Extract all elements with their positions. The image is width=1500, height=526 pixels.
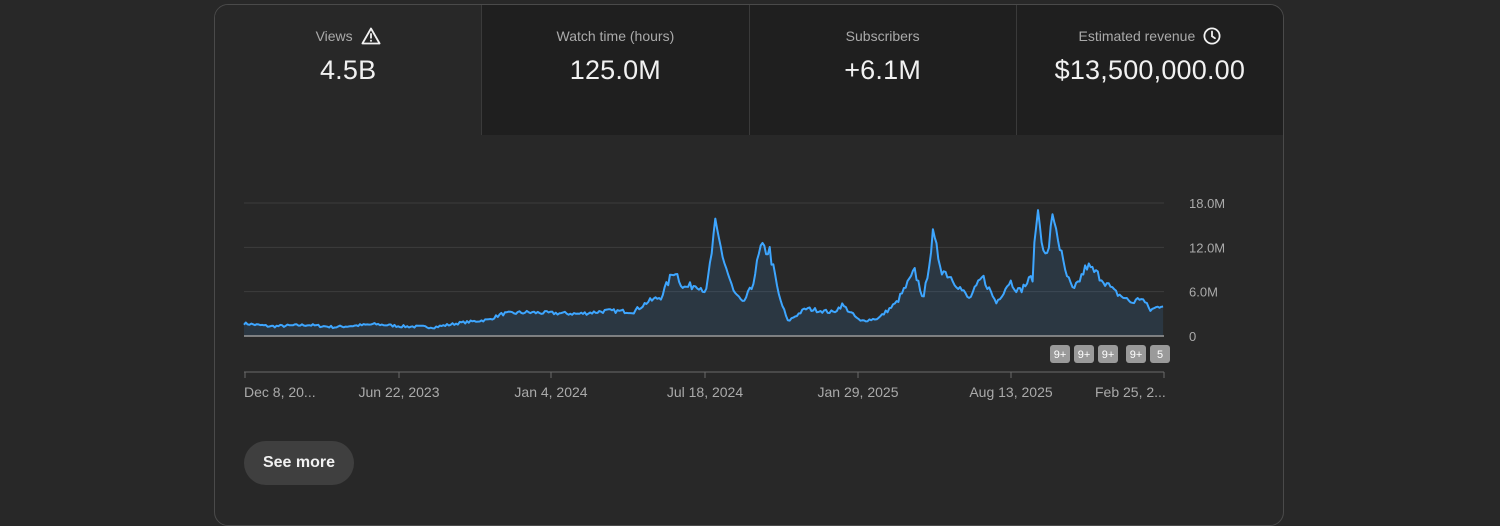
x-tick-label: Jan 4, 2024	[514, 384, 587, 400]
badge	[1098, 345, 1118, 363]
badge	[1074, 345, 1094, 363]
x-tick-label: Jan 29, 2025	[818, 384, 899, 400]
views-area	[244, 210, 1164, 336]
tab-estimated-revenue[interactable]: Estimated revenue $13,500,000.00	[1015, 5, 1283, 135]
tab-watch-time-value: 125.0M	[569, 55, 661, 85]
badge	[1150, 345, 1170, 363]
clock-icon[interactable]	[1203, 27, 1221, 45]
tab-revenue-label: Estimated revenue	[1078, 28, 1196, 44]
metric-tabs: Views 4.5B Watch time (hours) 125.0M Sub…	[215, 5, 1283, 135]
badge	[1050, 345, 1070, 363]
x-tick-label: Jun 22, 2023	[359, 384, 440, 400]
badge	[1126, 345, 1146, 363]
badge-label: 5	[1157, 349, 1163, 361]
analytics-card: Views 4.5B Watch time (hours) 125.0M Sub…	[214, 4, 1284, 526]
views-line	[243, 209, 1164, 330]
warning-icon[interactable]	[361, 27, 381, 45]
y-tick-label: 0	[1189, 329, 1196, 344]
tab-watch-time-label: Watch time (hours)	[556, 28, 675, 44]
y-tick-label: 18.0M	[1189, 196, 1225, 211]
tab-watch-time[interactable]: Watch time (hours) 125.0M	[481, 5, 749, 135]
tab-revenue-value: $13,500,000.00	[1054, 55, 1246, 85]
tab-views[interactable]: Views 4.5B	[215, 5, 482, 135]
x-tick-label: Dec 8, 20...	[244, 384, 316, 400]
views-chart: 18.0M 12.0M 6.0M 0 9+ 9+ 9+ 9+ 5 Dec 8, 20... Jun …	[215, 135, 1283, 435]
tab-subscribers-value: +6.1M	[844, 55, 922, 85]
tab-subscribers[interactable]: Subscribers +6.1M	[748, 5, 1016, 135]
see-more-button[interactable]: See more	[244, 441, 354, 485]
tab-subscribers-label: Subscribers	[845, 28, 920, 44]
x-tick-label: Feb 25, 2...	[1095, 384, 1166, 400]
badge-label: 9+	[1078, 349, 1091, 361]
x-tick-label: Jul 18, 2024	[667, 384, 743, 400]
y-tick-label: 6.0M	[1189, 285, 1218, 300]
tab-views-value: 4.5B	[319, 55, 377, 85]
y-tick-label: 12.0M	[1189, 240, 1225, 255]
badge-label: 9+	[1054, 349, 1067, 361]
badge-label: 9+	[1130, 349, 1143, 361]
x-tick-label: Aug 13, 2025	[969, 384, 1053, 400]
tab-views-label: Views	[315, 28, 353, 44]
badge-label: 9+	[1102, 349, 1115, 361]
views-chart-svg: 18.0M 12.0M 6.0M 0 9+ 9+ 9+ 9+ 5 Dec 8, 20... Jun …	[243, 196, 1225, 400]
